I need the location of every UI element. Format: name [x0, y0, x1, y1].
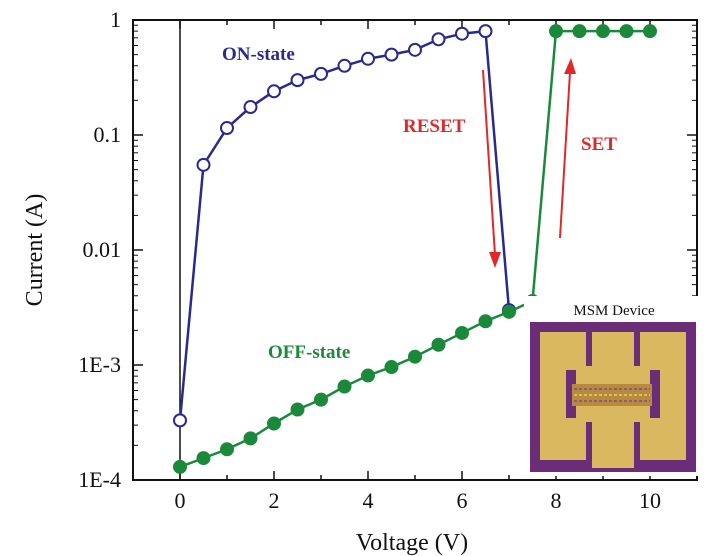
y-tick-label: 1E-3	[78, 352, 121, 377]
y-tick-label: 1E-4	[78, 467, 121, 492]
on-state-label: ON-state	[222, 44, 295, 65]
off-state-point	[384, 360, 399, 375]
on-state-point	[314, 66, 328, 81]
x-tick-label: 0	[175, 488, 186, 513]
off-state-point	[549, 24, 563, 39]
on-state-point	[478, 24, 493, 39]
on-state-point	[267, 84, 281, 99]
off-state-point	[243, 431, 258, 446]
off-state-point	[314, 392, 328, 407]
on-state-point	[384, 47, 399, 62]
device-micrograph	[530, 322, 696, 472]
y-tick-label: 0.01	[83, 237, 122, 262]
off-state-point	[337, 379, 352, 394]
off-state-point	[643, 24, 657, 39]
on-state-point	[243, 100, 258, 115]
off-state-point	[478, 314, 493, 329]
inset-title: MSM Device	[573, 303, 655, 319]
on-state-point	[290, 73, 305, 88]
x-tick-label: 6	[457, 488, 468, 513]
off-state-point	[572, 24, 587, 39]
on-state-point	[431, 32, 446, 47]
x-axis-title: Voltage (V)	[356, 530, 468, 556]
on-state-point	[220, 121, 234, 136]
off-state-point	[196, 451, 211, 466]
on-state-series	[173, 24, 516, 428]
off-state-point	[619, 24, 634, 39]
off-state-point	[220, 442, 234, 457]
off-state-point	[173, 459, 187, 474]
off-state-point	[361, 368, 375, 383]
y-axis-title: Current (A)	[22, 194, 48, 307]
off-state-point	[267, 416, 281, 431]
x-tick-label: 2	[269, 488, 280, 513]
off-state-point	[408, 349, 422, 364]
on-state-point	[337, 58, 352, 73]
x-tick-label: 10	[639, 488, 661, 513]
off-state-point	[502, 304, 516, 319]
y-tick-label: 0.1	[94, 122, 122, 147]
off-state-point	[290, 402, 305, 417]
off-state-series	[173, 24, 657, 474]
series-layer	[173, 24, 657, 474]
x-tick-label: 8	[551, 488, 562, 513]
on-state-point	[196, 157, 211, 172]
on-state-point	[408, 42, 422, 57]
y-tick-label: 1	[110, 7, 121, 32]
off-state-label: OFF-state	[268, 342, 350, 363]
off-state-point	[596, 24, 610, 39]
off-state-point	[455, 325, 469, 340]
on-state-point	[455, 26, 469, 41]
on-state-point	[361, 51, 375, 66]
on-state-point	[173, 413, 187, 428]
x-tick-label: 4	[363, 488, 374, 513]
tick-labels: 0 2 4 6 8 10 1E-4 1E-3 0.01 0.1 1	[78, 7, 661, 513]
reset-label: RESET	[403, 116, 466, 137]
set-arrow	[559, 58, 576, 239]
msm-device-inset: MSM Device	[524, 296, 698, 476]
off-state-point	[431, 337, 446, 352]
reset-arrow	[482, 69, 501, 268]
set-label: SET	[581, 134, 617, 155]
